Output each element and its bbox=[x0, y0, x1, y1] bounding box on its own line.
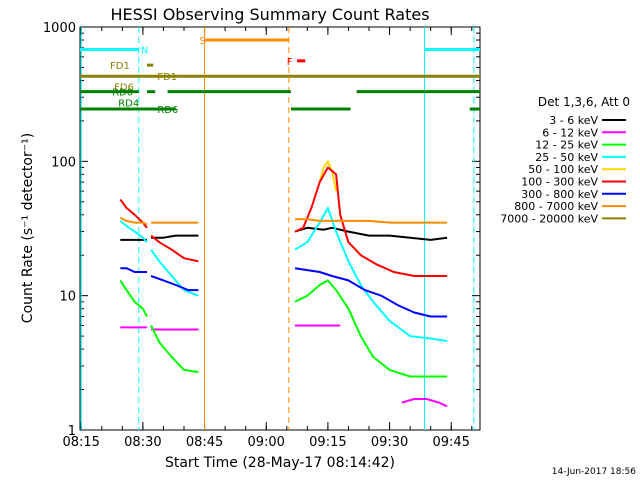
series-line-8 bbox=[119, 216, 148, 226]
series-line-6 bbox=[150, 234, 199, 263]
flag-label-rd6: RD6 bbox=[157, 105, 178, 116]
legend-label-9: 7000 - 20000 keV bbox=[500, 212, 598, 225]
series-line-4 bbox=[119, 220, 148, 243]
y-tick-label: 10 bbox=[59, 290, 76, 305]
series-line-3 bbox=[150, 325, 199, 374]
series-line-4 bbox=[294, 206, 448, 342]
flag-label-fd6: FD6 bbox=[114, 83, 134, 94]
legend-label-6: 100 - 300 keV bbox=[521, 176, 598, 189]
x-tick-label: 09:15 bbox=[309, 435, 346, 450]
series-line-5 bbox=[318, 160, 338, 192]
legend-label-7: 300 - 800 keV bbox=[521, 188, 598, 201]
series-line-7 bbox=[150, 275, 199, 292]
series-line-2 bbox=[401, 398, 448, 408]
flag-label-rd0: RD0 bbox=[112, 88, 133, 99]
y-axis-label: Count Rate (s⁻¹ detector⁻¹) bbox=[20, 133, 36, 323]
series-line-1 bbox=[151, 234, 199, 239]
flag-label-rd4: RD4 bbox=[118, 98, 139, 109]
legend-title: Det 1,3,6, Att 0 bbox=[538, 95, 630, 109]
series-line-6 bbox=[119, 198, 148, 229]
x-tick-label: 08:45 bbox=[186, 435, 223, 450]
series-line-7 bbox=[120, 267, 147, 273]
x-tick-label: 08:30 bbox=[124, 435, 161, 450]
flag-label-f: F bbox=[287, 57, 293, 68]
timestamp: 14-Jun-2017 18:56 bbox=[552, 467, 636, 477]
legend-label-1: 3 - 6 keV bbox=[549, 114, 598, 127]
series-line-4 bbox=[150, 249, 199, 297]
flag-label-n: N bbox=[141, 45, 148, 56]
series-line-3 bbox=[119, 279, 148, 317]
y-tick-label: 1000 bbox=[43, 21, 76, 36]
legend-label-4: 25 - 50 keV bbox=[535, 151, 598, 164]
series-line-3 bbox=[294, 279, 448, 378]
series-line-7 bbox=[294, 267, 448, 318]
flag-label-fd1: FD1 bbox=[157, 72, 177, 83]
flag-label-s: S bbox=[199, 36, 205, 47]
legend-label-5: 50 - 100 keV bbox=[528, 163, 598, 176]
series-line-8 bbox=[295, 218, 448, 224]
y-tick-label: 1 bbox=[68, 424, 76, 439]
legend-label-3: 12 - 25 keV bbox=[535, 139, 598, 152]
x-tick-label: 09:45 bbox=[432, 435, 469, 450]
chart-title: HESSI Observing Summary Count Rates bbox=[110, 5, 429, 24]
legend-label-8: 800 - 7000 keV bbox=[514, 200, 598, 213]
series-line-6 bbox=[294, 166, 448, 277]
x-axis-label: Start Time (28-May-17 08:14:42) bbox=[165, 455, 395, 471]
x-tick-label: 08:15 bbox=[62, 435, 99, 450]
flag-label-fd1: FD1 bbox=[110, 61, 130, 72]
plot-frame bbox=[79, 26, 481, 431]
x-tick-label: 09:30 bbox=[371, 435, 408, 450]
x-tick-label: 09:00 bbox=[247, 435, 284, 450]
y-tick-label: 100 bbox=[51, 155, 76, 170]
legend-label-2: 6 - 12 keV bbox=[542, 126, 598, 139]
